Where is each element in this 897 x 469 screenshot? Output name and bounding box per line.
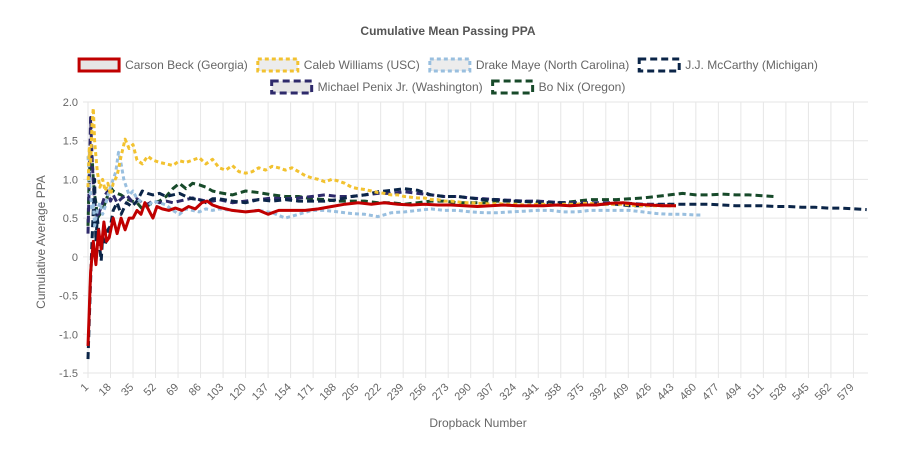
x-tick-label: 307 [475,381,496,402]
y-tick-label: -1.0 [59,329,78,341]
x-tick-label: 256 [408,381,429,402]
x-tick-label: 562 [813,381,834,402]
x-tick-label: 1 [78,381,91,394]
x-tick-label: 154 [272,381,293,402]
x-tick-label: 579 [835,381,856,402]
x-tick-label: 358 [543,381,564,402]
legend-item[interactable]: Caleb Williams (USC) [256,57,420,73]
y-axis: 2.0 1.5 1.0 0.5 0 -0.5 -1.0 -1.5 [59,97,78,380]
plot-area [86,106,867,360]
chart-title: Cumulative Mean Passing PPA [360,24,535,38]
y-tick-label: 2.0 [63,97,78,109]
legend-label: Carson Beck (Georgia) [125,58,248,72]
x-tick-label: 494 [723,381,744,402]
y-tick-label: 0 [72,252,78,264]
x-tick-label: 35 [119,381,136,398]
x-tick-label: 290 [453,381,474,402]
y-tick-label: 0.5 [63,213,78,225]
x-tick-label: 324 [498,381,519,402]
x-tick-label: 460 [678,381,699,402]
x-tick-label: 239 [385,381,406,402]
y-tick-label: 1.0 [63,174,78,186]
legend-label: J.J. McCarthy (Michigan) [685,58,818,72]
legend-label: Drake Maye (North Carolina) [476,58,629,72]
legend-swatch [77,57,121,73]
legend-label: Caleb Williams (USC) [304,58,420,72]
legend[interactable]: Carson Beck (Georgia) Caleb Williams (USC… [77,57,818,95]
legend-swatch [256,57,300,73]
y-tick-label: -0.5 [59,291,78,303]
series-line [86,106,676,208]
legend-swatch [637,57,681,73]
legend-swatch [270,79,314,95]
x-tick-label: 341 [520,381,541,402]
legend-item[interactable]: Michael Penix Jr. (Washington) [270,79,483,95]
legend-item[interactable]: Drake Maye (North Carolina) [428,57,629,73]
legend-item[interactable]: Bo Nix (Oregon) [491,79,626,95]
x-tick-label: 528 [768,381,789,402]
x-tick-label: 52 [142,381,159,398]
legend-swatch [491,79,535,95]
x-tick-label: 426 [633,381,654,402]
x-axis: 1 18 35 52 69 86 103 120 137 154 171 188 205 222 239 25… [78,381,856,402]
grid-lines [83,101,868,378]
x-tick-label: 545 [790,381,811,402]
y-tick-label: 1.5 [63,136,78,148]
x-tick-label: 392 [588,381,609,402]
x-tick-label: 69 [164,381,181,398]
x-tick-label: 171 [295,381,316,402]
legend-label: Bo Nix (Oregon) [539,80,626,94]
x-tick-label: 188 [317,381,338,402]
x-tick-label: 205 [340,381,361,402]
x-tick-label: 120 [227,381,248,402]
y-tick-label: -1.5 [59,368,78,380]
legend-label: Michael Penix Jr. (Washington) [318,80,483,94]
x-tick-label: 273 [430,381,451,402]
legend-item[interactable]: Carson Beck (Georgia) [77,57,248,73]
x-tick-label: 409 [610,381,631,402]
legend-swatch [428,57,472,73]
x-tick-label: 137 [250,381,271,402]
x-tick-label: 103 [205,381,226,402]
x-tick-label: 443 [655,381,676,402]
legend-item[interactable]: J.J. McCarthy (Michigan) [637,57,818,73]
x-tick-label: 222 [362,381,383,402]
x-tick-label: 18 [97,381,114,398]
y-axis-title: Cumulative Average PPA [34,175,48,309]
series-line [86,177,867,360]
series-line [86,199,676,346]
x-axis-title: Dropback Number [429,416,526,430]
x-tick-label: 511 [746,381,767,402]
x-tick-label: 375 [565,381,586,402]
x-tick-label: 86 [187,381,204,398]
x-tick-label: 477 [700,381,721,402]
